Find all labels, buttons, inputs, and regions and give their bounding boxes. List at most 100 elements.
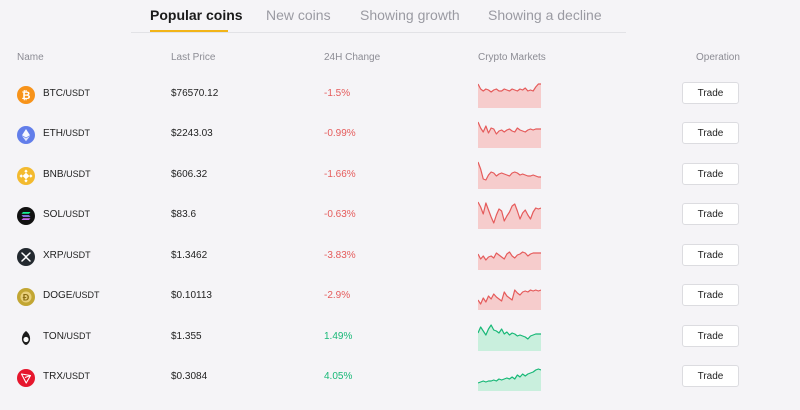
sparkline-chart xyxy=(478,251,541,270)
last-price: $606.32 xyxy=(171,169,208,180)
sparkline-area xyxy=(478,325,541,351)
bnb-icon xyxy=(17,167,35,185)
base-symbol: DOGE xyxy=(43,290,73,301)
base-symbol: TON xyxy=(43,331,64,342)
last-price: $0.10113 xyxy=(171,290,212,301)
trade-button[interactable]: Trade xyxy=(682,82,739,104)
sparkline-area xyxy=(478,369,541,391)
coin-row-ton[interactable]: TON/USDT $1.355 1.49% Trade xyxy=(0,317,800,357)
bitcoin-icon: ₿ xyxy=(17,86,35,104)
xrp-icon xyxy=(17,248,35,266)
base-symbol: ETH xyxy=(43,128,63,139)
toncoin-icon xyxy=(17,329,35,347)
sparkline-chart xyxy=(478,161,541,189)
last-price: $76570.12 xyxy=(171,88,219,99)
pair-label: TRX/USDT xyxy=(43,371,90,382)
solana-icon xyxy=(17,207,35,225)
trade-button[interactable]: Trade xyxy=(682,284,739,306)
last-price: $0.3084 xyxy=(171,371,208,382)
quote-symbol: /USDT xyxy=(72,290,100,300)
base-symbol: TRX xyxy=(43,371,63,382)
sparkline-area xyxy=(478,202,541,229)
trade-button[interactable]: Trade xyxy=(682,163,739,185)
base-symbol: SOL xyxy=(43,209,64,220)
sparkline-line xyxy=(478,83,541,93)
base-symbol: BTC xyxy=(43,88,63,99)
coin-row-bnb[interactable]: BNB/USDT $606.32 -1.66% Trade xyxy=(0,155,800,195)
dogecoin-icon: Ð xyxy=(17,288,35,306)
active-tab-indicator xyxy=(150,30,228,32)
sparkline-line xyxy=(478,201,541,224)
column-header-operation: Operation xyxy=(696,52,740,63)
ethereum-icon xyxy=(17,126,35,144)
base-symbol: XRP xyxy=(43,250,64,261)
trade-button[interactable]: Trade xyxy=(682,325,739,347)
column-header-crypto-markets: Crypto Markets xyxy=(478,52,546,63)
quote-symbol: /USDT xyxy=(63,128,90,138)
last-price: $1.355 xyxy=(171,331,202,342)
svg-text:₿: ₿ xyxy=(22,90,31,102)
sparkline-line xyxy=(478,121,541,135)
pair-label: DOGE/USDT xyxy=(43,290,99,301)
sparkline-chart xyxy=(478,368,541,391)
trade-button[interactable]: Trade xyxy=(682,365,739,387)
quote-symbol: /USDT xyxy=(63,169,91,179)
change-24h: 4.05% xyxy=(324,371,353,382)
change-24h: -1.66% xyxy=(324,169,356,180)
sparkline-line xyxy=(478,251,541,261)
quote-symbol: /USDT xyxy=(63,250,91,260)
quote-symbol: /USDT xyxy=(63,209,91,219)
tab-showing-growth[interactable]: Showing growth xyxy=(360,7,460,23)
trade-button[interactable]: Trade xyxy=(682,244,739,266)
sparkline-area xyxy=(478,84,541,108)
sparkline-area xyxy=(478,122,541,148)
coin-row-eth[interactable]: ETH/USDT $2243.03 -0.99% Trade xyxy=(0,114,800,154)
tron-icon xyxy=(17,369,35,387)
sparkline-line xyxy=(478,368,541,384)
coin-row-xrp[interactable]: XRP/USDT $1.3462 -3.83% Trade xyxy=(0,236,800,276)
quote-symbol: /USDT xyxy=(63,371,90,381)
quote-symbol: /USDT xyxy=(63,331,91,341)
sparkline-chart xyxy=(478,121,541,148)
sparkline-area xyxy=(478,252,541,270)
coin-row-sol[interactable]: SOL/USDT $83.6 -0.63% Trade xyxy=(0,195,800,235)
sparkline-line xyxy=(478,289,541,305)
pair-label: XRP/USDT xyxy=(43,250,91,261)
sparkline-area xyxy=(478,290,541,310)
sparkline-area xyxy=(478,162,541,189)
pair-label: TON/USDT xyxy=(43,331,91,342)
sparkline-chart xyxy=(478,289,541,310)
tab-new-coins[interactable]: New coins xyxy=(266,7,331,23)
last-price: $1.3462 xyxy=(171,250,208,261)
coin-row-btc[interactable]: ₿ BTC/USDT $76570.12 -1.5% Trade xyxy=(0,74,800,114)
pair-label: ETH/USDT xyxy=(43,128,90,139)
tab-popular-coins[interactable]: Popular coins xyxy=(150,7,243,23)
quote-symbol: /USDT xyxy=(63,88,90,98)
pair-label: SOL/USDT xyxy=(43,209,90,220)
trade-button[interactable]: Trade xyxy=(682,122,739,144)
change-24h: -1.5% xyxy=(324,88,351,99)
coin-row-trx[interactable]: TRX/USDT $0.3084 4.05% Trade xyxy=(0,357,800,397)
change-24h: -0.99% xyxy=(324,128,356,139)
sparkline-line xyxy=(478,161,541,181)
change-24h: 1.49% xyxy=(324,331,353,342)
svg-text:Ð: Ð xyxy=(23,293,30,303)
trade-button[interactable]: Trade xyxy=(682,203,739,225)
last-price: $83.6 xyxy=(171,209,197,220)
last-price: $2243.03 xyxy=(171,128,213,139)
coin-row-doge[interactable]: Ð DOGE/USDT $0.10113 -2.9% Trade xyxy=(0,276,800,316)
sparkline-chart xyxy=(478,201,541,229)
column-header-name: Name xyxy=(17,52,44,63)
pair-label: BTC/USDT xyxy=(43,88,90,99)
market-tabs: Popular coins New coins Showing growth S… xyxy=(131,0,626,33)
sparkline-chart xyxy=(478,83,541,108)
change-24h: -0.63% xyxy=(324,209,356,220)
sparkline-line xyxy=(478,324,541,340)
pair-label: BNB/USDT xyxy=(43,169,91,180)
column-header-last-price: Last Price xyxy=(171,52,216,63)
change-24h: -2.9% xyxy=(324,290,351,301)
sparkline-chart xyxy=(478,324,541,351)
tab-showing-decline[interactable]: Showing a decline xyxy=(488,7,602,23)
change-24h: -3.83% xyxy=(324,250,356,261)
base-symbol: BNB xyxy=(43,169,64,180)
